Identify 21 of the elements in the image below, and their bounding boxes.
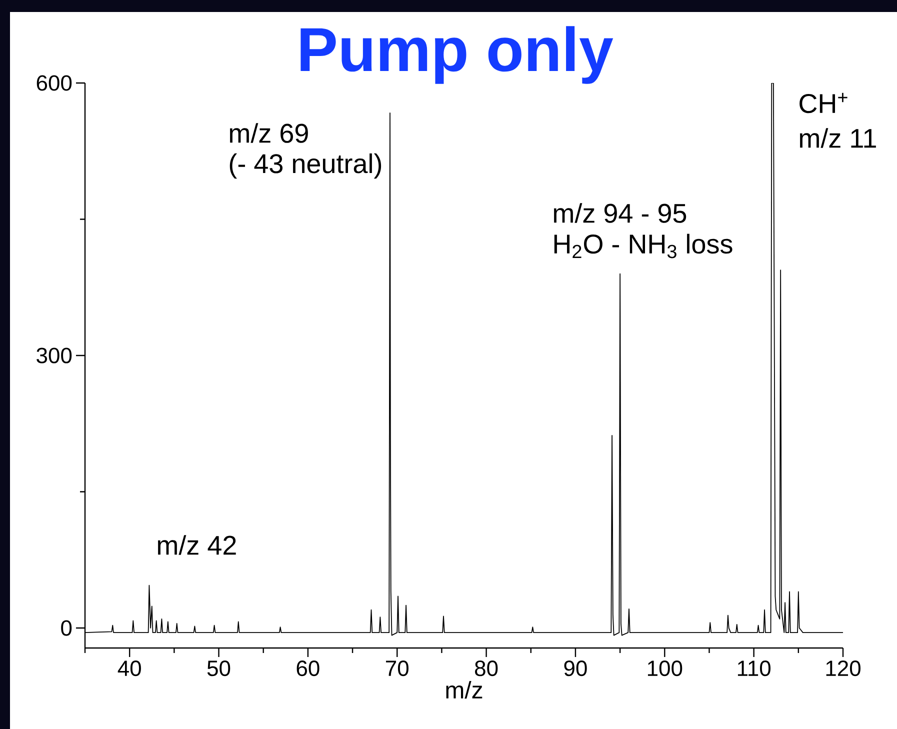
chart-title: Pump only [300, 26, 614, 84]
x-tick-label: 110 [738, 660, 770, 676]
annotation: m/z 11 [800, 128, 876, 148]
x-axis-title: m/z [446, 680, 482, 699]
annotation: H$_{2}$O - NH$_{3}$ loss [554, 234, 732, 258]
annotation: m/z 42 [158, 535, 236, 555]
x-tick-label: 50 [207, 660, 230, 676]
x-tick-label: 100 [648, 660, 682, 676]
x-tick-label: 60 [296, 660, 320, 676]
x-tick-label: 80 [475, 660, 498, 676]
annotation: (- 43 neutral) [230, 153, 382, 179]
x-tick-label: 120 [826, 660, 860, 676]
annotation: CH$^{+}$ [800, 92, 848, 114]
annotation: m/z 94 - 95 [554, 203, 686, 223]
annotation: m/z 69 [230, 123, 308, 143]
x-tick-label: 70 [386, 660, 408, 676]
x-tick-label: 40 [118, 660, 141, 676]
y-tick-label: 600 [36, 75, 72, 91]
y-tick-label: 0 [61, 620, 72, 636]
x-tick-label: 90 [564, 660, 587, 676]
y-tick-label: 300 [36, 348, 72, 364]
